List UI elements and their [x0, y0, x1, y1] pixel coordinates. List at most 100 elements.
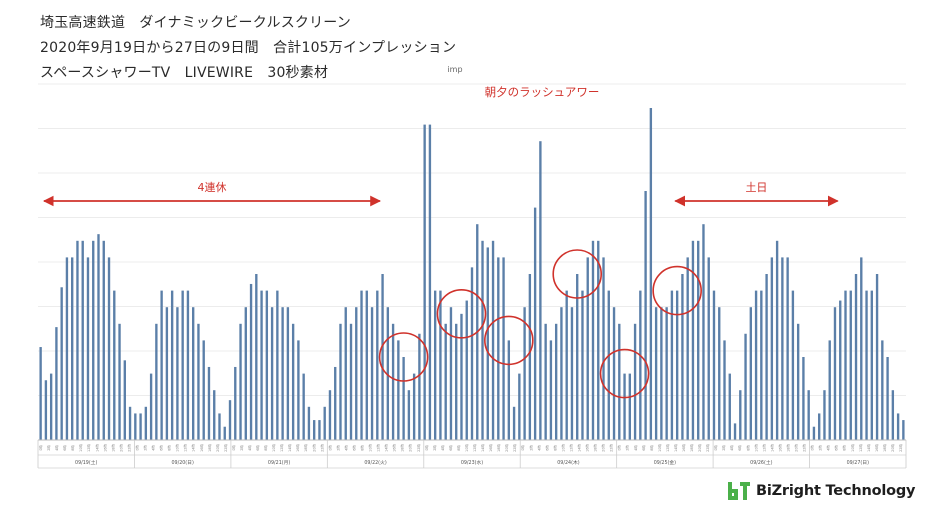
- bar: [139, 413, 142, 440]
- bar: [886, 357, 889, 440]
- x-tick-label: 14時: [384, 444, 389, 452]
- bar: [491, 240, 495, 440]
- x-tick-label: 2時: [239, 445, 244, 451]
- x-tick-label: 20時: [504, 444, 509, 452]
- x-tick-label: 0時: [327, 445, 332, 451]
- x-tick-label: 18時: [496, 444, 501, 452]
- bar: [297, 340, 300, 440]
- bar: [539, 141, 542, 440]
- x-tick-label: 10時: [368, 444, 373, 452]
- bar: [165, 307, 169, 440]
- bar: [812, 426, 816, 440]
- bar: [97, 234, 100, 440]
- bar: [134, 413, 137, 440]
- x-tick-label: 22時: [512, 444, 517, 452]
- bar: [749, 307, 752, 440]
- chart-x-axis: 0時 2時 4時 6時 8時 10時 12時 14時 16時 18時 20時 22時09/19(土)0…: [37, 439, 907, 469]
- bar: [218, 413, 221, 440]
- bar: [770, 257, 774, 440]
- bar: [192, 307, 195, 440]
- bar: [860, 257, 863, 440]
- day-label: 09/20(日): [171, 460, 193, 466]
- x-tick-label: 4時: [633, 445, 638, 451]
- bar: [786, 257, 789, 440]
- y-axis-label: imp: [447, 65, 462, 74]
- x-tick-label: 8時: [167, 445, 172, 451]
- bar: [460, 313, 463, 440]
- x-tick-label: 22時: [319, 444, 324, 452]
- x-tick-label: 6時: [255, 445, 260, 451]
- bar: [691, 240, 695, 440]
- bar: [802, 357, 805, 440]
- bar: [497, 257, 500, 440]
- bar: [618, 323, 621, 440]
- x-tick-label: 6時: [62, 445, 67, 451]
- bar: [318, 420, 321, 440]
- bar: [60, 287, 63, 440]
- x-tick-label: 4時: [729, 445, 734, 451]
- bar: [612, 307, 616, 440]
- bar: [197, 323, 200, 440]
- bar: [323, 406, 326, 440]
- bar: [723, 340, 726, 440]
- x-tick-label: 14時: [577, 444, 582, 452]
- bar: [665, 307, 668, 440]
- bar: [875, 274, 879, 440]
- x-tick-label: 16時: [681, 444, 686, 452]
- chart-bars: [39, 108, 905, 440]
- bar: [207, 366, 211, 440]
- bar: [39, 347, 42, 440]
- x-tick-label: 14時: [191, 444, 196, 452]
- x-tick-label: 10時: [560, 444, 565, 452]
- bar: [118, 323, 121, 440]
- bar: [654, 307, 658, 440]
- bar: [570, 307, 574, 440]
- bar: [739, 390, 742, 440]
- bar: [623, 373, 626, 440]
- bar: [854, 274, 858, 440]
- bar: [407, 390, 411, 440]
- bar: [586, 257, 589, 440]
- bar: [718, 307, 721, 440]
- bar: [202, 340, 205, 440]
- bar: [902, 420, 905, 440]
- bar: [507, 340, 511, 440]
- x-tick-label: 18時: [400, 444, 405, 452]
- day-label: 09/26(土): [750, 459, 772, 466]
- x-tick-label: 8時: [842, 445, 847, 451]
- day-label: 09/27(日): [847, 460, 869, 466]
- peak-highlight-circle: [599, 348, 650, 399]
- bar: [176, 307, 179, 440]
- peak-highlight-circle: [484, 315, 534, 366]
- bar: [512, 406, 516, 440]
- x-tick-label: 16時: [585, 444, 590, 452]
- bar: [181, 290, 184, 440]
- x-tick-label: 6時: [351, 445, 356, 451]
- x-tick-label: 12時: [86, 444, 91, 452]
- bar: [349, 323, 353, 440]
- x-tick-label: 4時: [826, 445, 831, 451]
- bar: [702, 224, 705, 440]
- bar: [554, 323, 558, 440]
- bar: [833, 307, 837, 440]
- bar: [270, 307, 274, 440]
- bar: [697, 240, 700, 440]
- bar: [839, 300, 842, 440]
- x-tick-label: 4時: [151, 445, 156, 451]
- bar: [523, 307, 526, 440]
- bar: [65, 257, 69, 440]
- x-tick-label: 16時: [295, 444, 300, 452]
- bar: [412, 373, 416, 440]
- bizright-logo-icon: [728, 482, 750, 500]
- x-tick-label: 0時: [134, 445, 139, 451]
- x-tick-label: 8時: [360, 445, 365, 451]
- bar: [765, 274, 768, 440]
- bar: [307, 406, 311, 440]
- x-tick-label: 14時: [769, 444, 774, 452]
- bar: [360, 290, 363, 440]
- bar: [744, 333, 747, 440]
- bar: [49, 373, 53, 440]
- bar: [465, 300, 468, 440]
- x-tick-label: 12時: [568, 444, 573, 452]
